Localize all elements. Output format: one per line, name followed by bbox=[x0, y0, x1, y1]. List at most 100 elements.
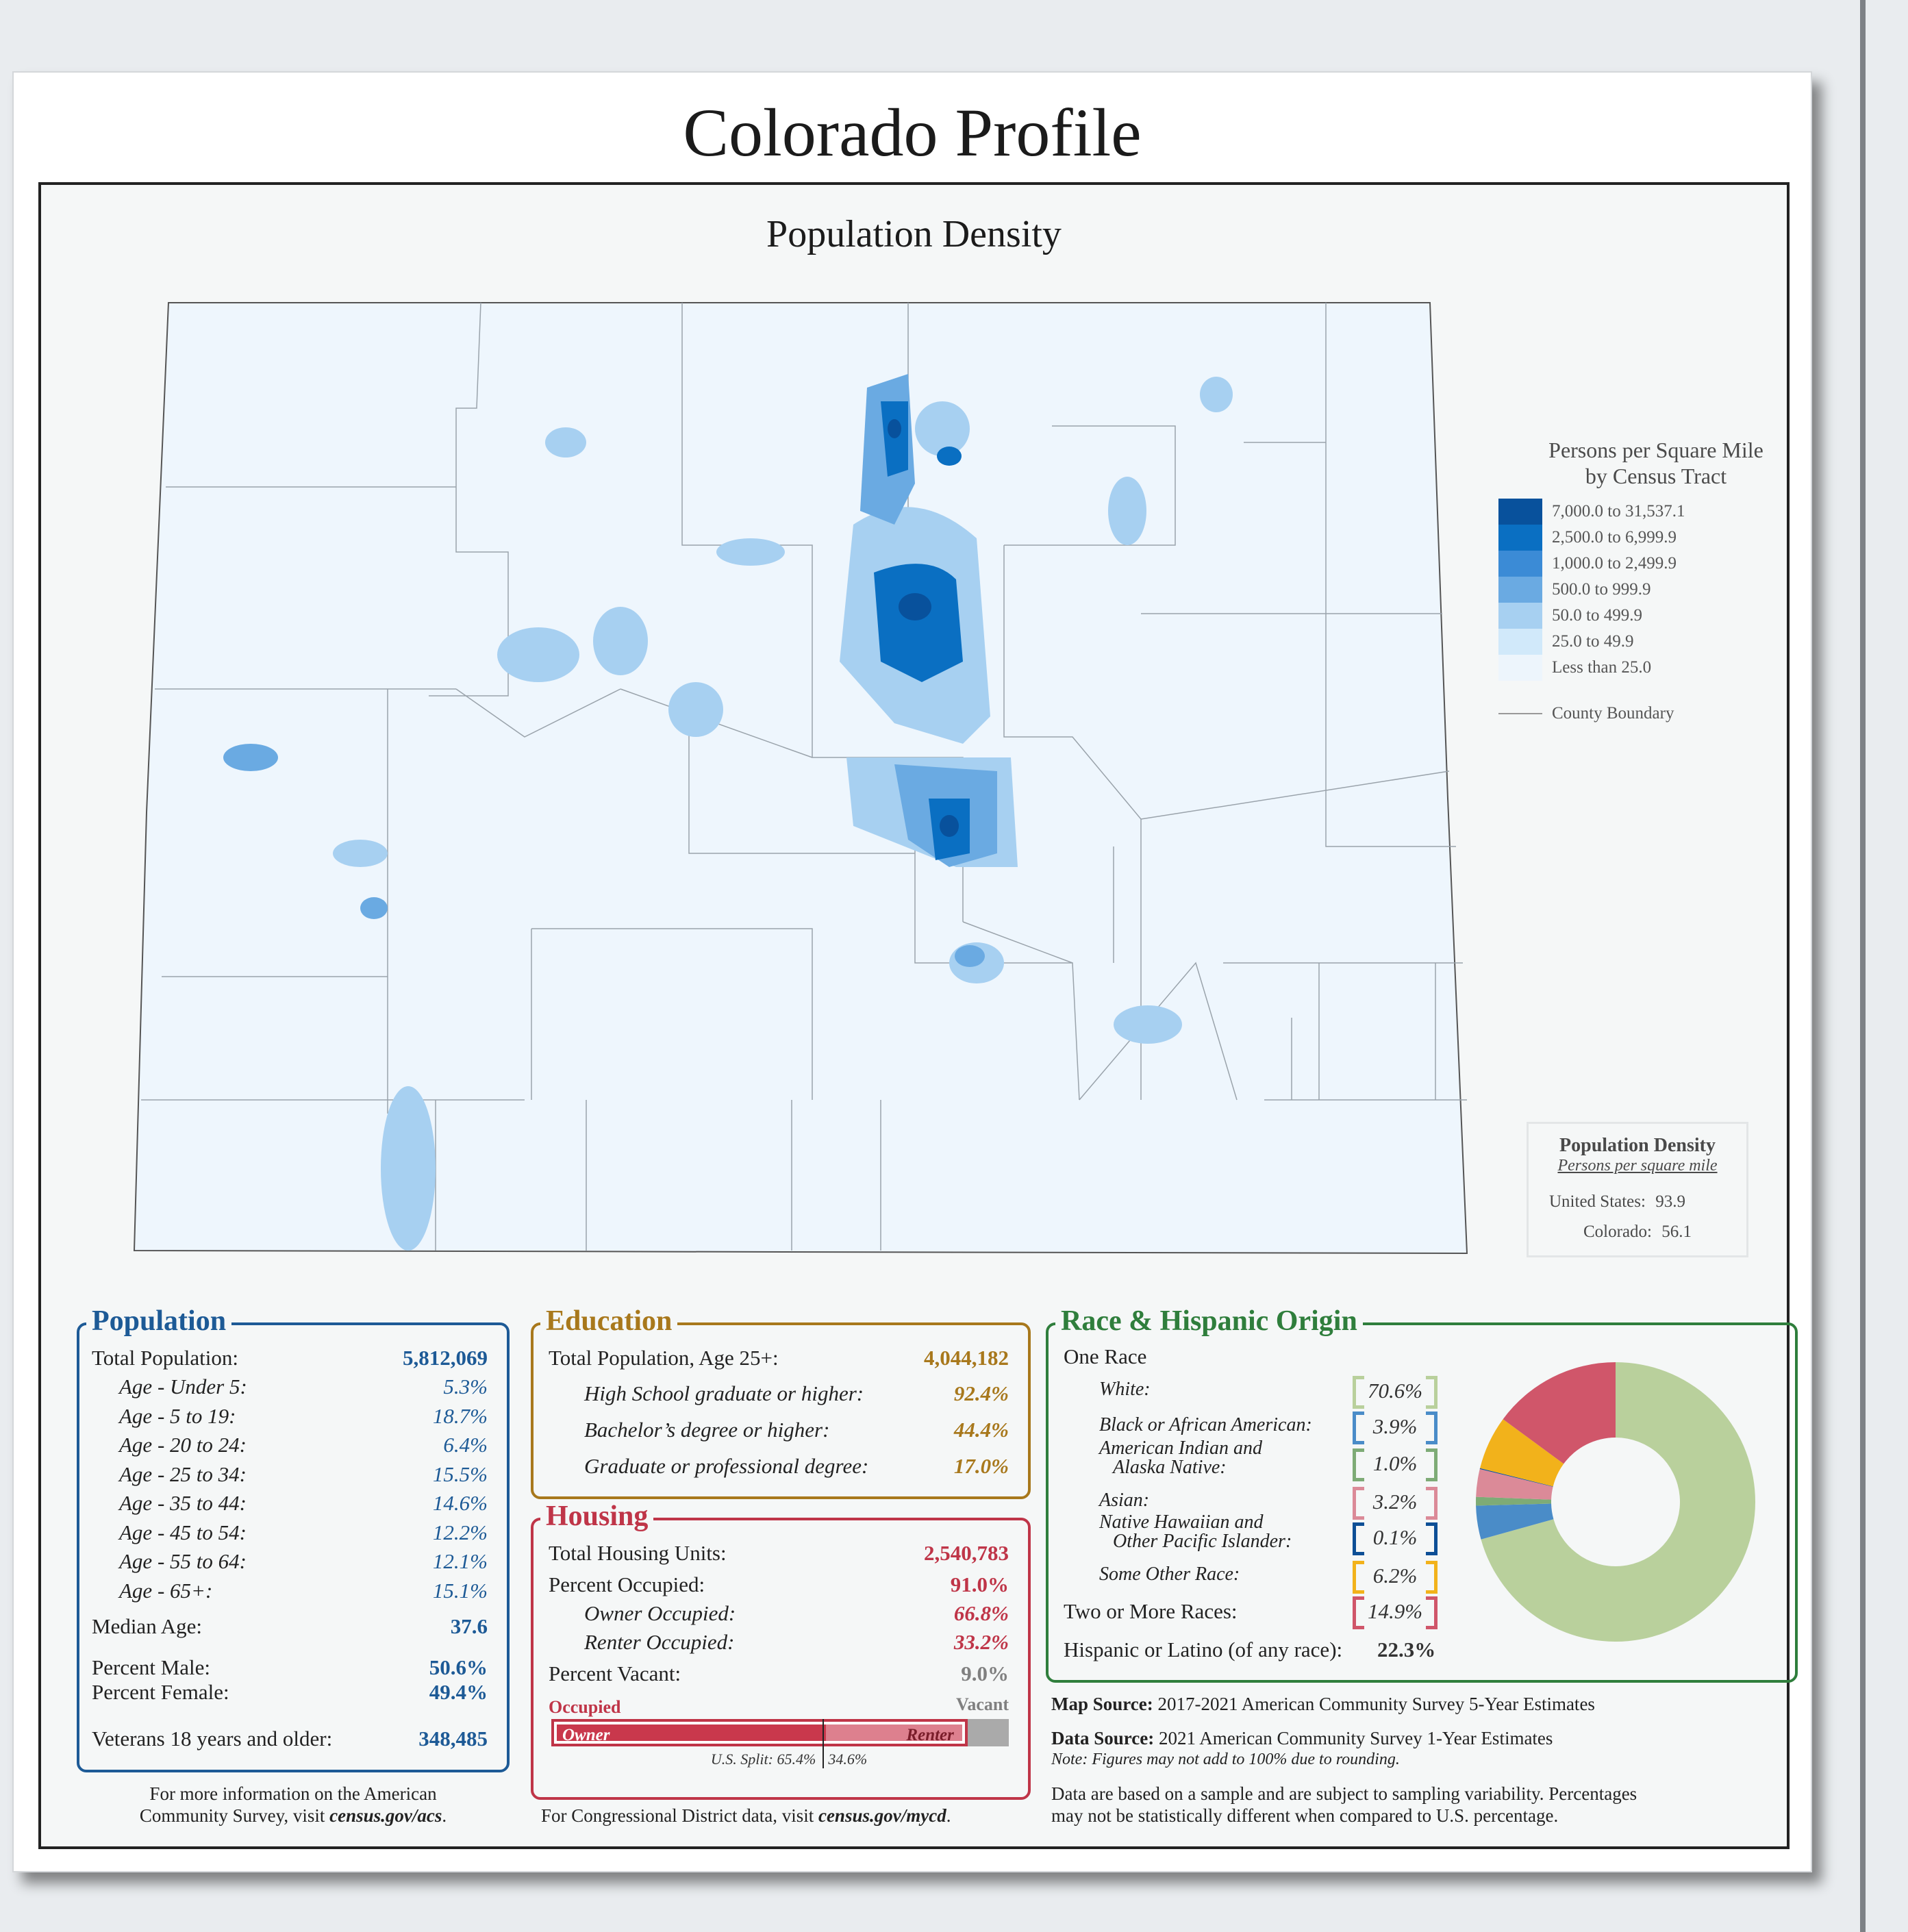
legend-class-label: 500.0 to 999.9 bbox=[1552, 580, 1651, 599]
colorado-density-map[interactable] bbox=[41, 185, 1787, 1322]
legend-swatch bbox=[1498, 525, 1542, 551]
race-value-bracket bbox=[1353, 1561, 1438, 1594]
co-density-row: Colorado: 56.1 bbox=[1583, 1222, 1692, 1242]
map-source: Map Source: 2017-2021 American Community… bbox=[1051, 1694, 1595, 1715]
map-source-text: 2017-2021 American Community Survey 5-Ye… bbox=[1157, 1694, 1595, 1714]
housing-panel: Housing Total Housing Units: 2,540,783 P… bbox=[531, 1500, 1031, 1800]
legend-class-item: 25.0 to 49.9 bbox=[1498, 629, 1813, 655]
race-label: American Indian and bbox=[1099, 1438, 1262, 1459]
cd-link[interactable]: census.gov/mycd bbox=[818, 1805, 946, 1826]
race-label: Native Hawaiian and bbox=[1099, 1511, 1264, 1533]
race-panel: Race & Hispanic Origin One Race White: 70… bbox=[1046, 1305, 1798, 1683]
data-source-label: Data Source: bbox=[1051, 1728, 1155, 1748]
legend-swatch bbox=[1498, 603, 1542, 629]
legend-swatch bbox=[1498, 577, 1542, 603]
bar-owner-label: Owner bbox=[562, 1726, 610, 1744]
age-group-label: Age - 45 to 54: bbox=[119, 1520, 247, 1544]
acs-info-line1: For more information on the American bbox=[149, 1783, 437, 1804]
cd-info-prefix: For Congressional District data, visit bbox=[541, 1805, 814, 1826]
age-group-label: Age - 25 to 34: bbox=[119, 1461, 247, 1486]
housing-units-label: Total Housing Units: bbox=[549, 1541, 727, 1565]
legend-class-label: 25.0 to 49.9 bbox=[1552, 632, 1634, 651]
race-label: Black or African American: bbox=[1099, 1414, 1312, 1435]
legend-swatch bbox=[1498, 655, 1542, 681]
profile-sheet: Colorado Profile Population Density bbox=[12, 71, 1812, 1872]
acs-info-prefix: Community Survey, visit bbox=[139, 1805, 325, 1826]
renter-occupied-label: Renter Occupied: bbox=[584, 1630, 735, 1654]
occupied-label: Percent Occupied: bbox=[549, 1572, 705, 1596]
density-tracts-core bbox=[888, 419, 959, 837]
legend-class-item: 7,000.0 to 31,537.1 bbox=[1498, 499, 1813, 525]
edu-total-label: Total Population, Age 25+: bbox=[549, 1346, 779, 1370]
legend-class-item: Less than 25.0 bbox=[1498, 655, 1813, 681]
donut-slice bbox=[1476, 1496, 1552, 1506]
total-population-label: Total Population: bbox=[92, 1346, 238, 1370]
hispanic-label: Hispanic or Latino (of any race): bbox=[1064, 1638, 1343, 1661]
race-label: Two or More Races: bbox=[1064, 1599, 1238, 1623]
race-label: Asian: bbox=[1099, 1490, 1150, 1511]
housing-units-value: 2,540,783 bbox=[924, 1541, 1009, 1565]
occupied-value: 91.0% bbox=[950, 1572, 1009, 1596]
acs-info-line2: Community Survey, visit census.gov/acs. bbox=[101, 1805, 485, 1827]
legend-class-label: 7,000.0 to 31,537.1 bbox=[1552, 502, 1685, 520]
race-value: 3.2% bbox=[1372, 1490, 1418, 1514]
race-value-bracket bbox=[1353, 1596, 1438, 1629]
us-split-marker bbox=[823, 1719, 825, 1768]
percent-female-value: 49.4% bbox=[429, 1680, 488, 1704]
hispanic-value: 22.3% bbox=[1377, 1638, 1436, 1661]
us-density-label: United States: bbox=[1549, 1192, 1646, 1211]
veterans-value: 348,485 bbox=[418, 1727, 488, 1751]
legend-title-line2: by Census Tract bbox=[1585, 464, 1727, 488]
legend-classes: 7,000.0 to 31,537.1 2,500.0 to 6,999.9 1,0… bbox=[1498, 499, 1813, 681]
bar-renter-segment bbox=[825, 1724, 962, 1741]
density-comparison-box: Population Density Persons per square mi… bbox=[1527, 1122, 1748, 1257]
owner-occupied-value: 66.8% bbox=[953, 1601, 1009, 1625]
page-title: Colorado Profile bbox=[683, 95, 1142, 171]
legend-class-item: 2,500.0 to 6,999.9 bbox=[1498, 525, 1813, 551]
race-label-continued: Alaska Native: bbox=[1113, 1457, 1227, 1478]
hs-grad-label: High School graduate or higher: bbox=[584, 1381, 864, 1405]
age-group-label: Age - 55 to 64: bbox=[119, 1549, 247, 1573]
density-box-subtitle: Persons per square mile bbox=[1557, 1157, 1718, 1175]
age-group-label: Age - Under 5: bbox=[119, 1375, 247, 1398]
education-panel: Education Total Population, Age 25+: 4,0… bbox=[531, 1305, 1031, 1499]
data-source-text: 2021 American Community Survey 1-Year Es… bbox=[1158, 1728, 1553, 1748]
acs-link[interactable]: census.gov/acs bbox=[329, 1805, 442, 1826]
co-density-value: 56.1 bbox=[1661, 1222, 1692, 1241]
race-donut-chart bbox=[1476, 1362, 1755, 1642]
race-title: Race & Hispanic Origin bbox=[1055, 1305, 1363, 1338]
legend-swatch bbox=[1498, 629, 1542, 655]
us-split-renter: 34.6% bbox=[828, 1751, 868, 1768]
bar-vacant-label: Vacant bbox=[955, 1694, 1009, 1714]
legend-class-item: 500.0 to 999.9 bbox=[1498, 577, 1813, 603]
donut-slice bbox=[1480, 1419, 1564, 1487]
density-box-title: Population Density bbox=[1559, 1135, 1716, 1156]
bachelors-label: Bachelor’s degree or higher: bbox=[584, 1418, 830, 1442]
rounding-note: Note: Figures may not add to 100% due to… bbox=[1051, 1751, 1400, 1768]
density-tracts-dense bbox=[874, 401, 970, 860]
age-group-label: Age - 5 to 19: bbox=[119, 1403, 236, 1428]
us-density-value: 93.9 bbox=[1655, 1192, 1685, 1211]
race-value-bracket bbox=[1353, 1376, 1438, 1409]
race-value: 70.6% bbox=[1367, 1379, 1423, 1403]
age-group-value: 15.5% bbox=[432, 1461, 488, 1486]
window-edge bbox=[1860, 0, 1866, 1932]
age-group-value: 12.2% bbox=[432, 1520, 488, 1544]
legend-class-label: 2,500.0 to 6,999.9 bbox=[1552, 528, 1677, 547]
legend-class-item: 1,000.0 to 2,499.9 bbox=[1498, 551, 1813, 577]
donut-slice bbox=[1476, 1503, 1554, 1540]
percent-female-label: Percent Female: bbox=[92, 1680, 229, 1704]
bachelors-value: 44.4% bbox=[953, 1418, 1009, 1442]
owner-occupied-label: Owner Occupied: bbox=[584, 1601, 736, 1625]
co-density-label: Colorado: bbox=[1583, 1222, 1652, 1241]
legend-class-label: Less than 25.0 bbox=[1552, 658, 1652, 677]
congressional-info: For Congressional District data, visit c… bbox=[541, 1805, 951, 1827]
donut-slice bbox=[1479, 1468, 1553, 1487]
race-value-bracket bbox=[1353, 1448, 1438, 1481]
age-group-value: 12.1% bbox=[432, 1549, 488, 1573]
race-label-continued: Other Pacific Islander: bbox=[1113, 1531, 1292, 1552]
age-group-value: 18.7% bbox=[432, 1403, 488, 1428]
vacant-value: 9.0% bbox=[961, 1661, 1009, 1685]
race-value: 1.0% bbox=[1372, 1451, 1418, 1475]
percent-male-value: 50.6% bbox=[429, 1655, 488, 1679]
